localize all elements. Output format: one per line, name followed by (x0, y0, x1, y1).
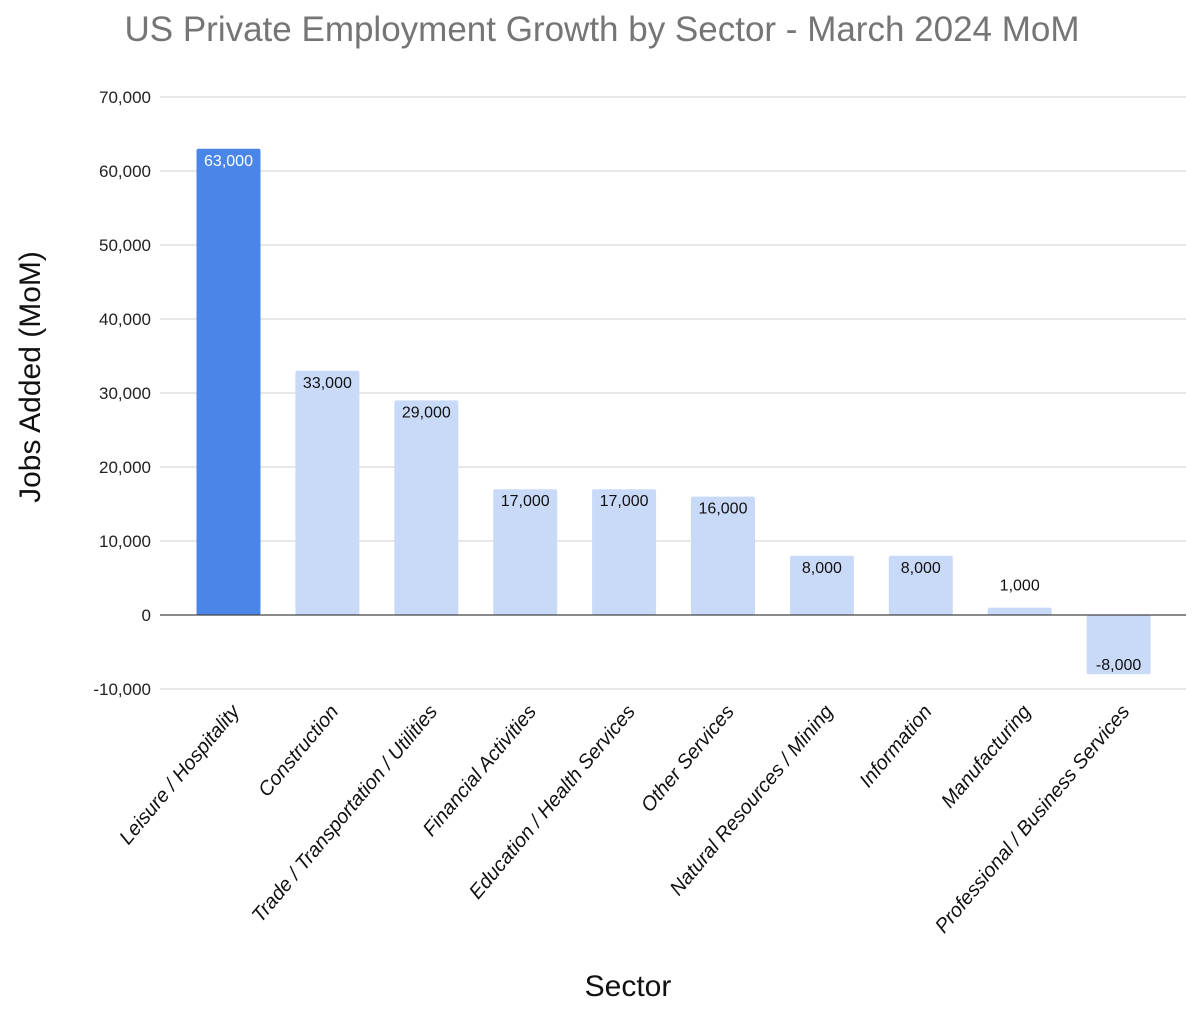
data-label: 16,000 (699, 501, 748, 518)
y-tick-label: 40,000 (99, 310, 151, 329)
data-labels: 63,000 33,000 29,000 17,000 17,000 16,000 8,00… (204, 153, 1141, 674)
bar (888, 555, 953, 615)
y-tick-label: 0 (142, 606, 151, 625)
data-label: 17,000 (600, 493, 649, 510)
bars (196, 148, 1151, 675)
data-label: 33,000 (303, 375, 352, 392)
x-category-label: Other Services (637, 701, 739, 816)
y-axis-title: Jobs Added (MoM) (14, 251, 47, 503)
y-tick-label: 30,000 (99, 384, 151, 403)
y-tick-label: 60,000 (99, 162, 151, 181)
data-label: 17,000 (501, 493, 550, 510)
x-category-label: Leisure / Hospitality (115, 700, 245, 849)
bar (394, 400, 459, 615)
y-tick-label: 70,000 (99, 88, 151, 107)
bar (592, 489, 657, 615)
y-tick-label: 20,000 (99, 458, 151, 477)
data-label: 63,000 (204, 153, 253, 170)
x-category-label: Construction (254, 701, 343, 801)
data-label: -8,000 (1096, 657, 1141, 674)
x-category-label: Education / Health Services (465, 701, 640, 903)
x-category-label: Manufacturing (937, 701, 1035, 812)
x-category-label: Professional / Business Services (931, 701, 1134, 937)
bar (987, 607, 1052, 615)
bar (789, 555, 854, 615)
bar (295, 370, 360, 615)
data-label: 29,000 (402, 404, 451, 421)
chart-title: US Private Employment Growth by Sector -… (124, 10, 1079, 49)
bar (196, 148, 261, 616)
bar (691, 496, 755, 615)
x-category-label: Trade / Transportation / Utilities (248, 701, 442, 927)
x-axis-title: Sector (585, 970, 672, 1003)
y-tick-label: -10,000 (93, 680, 151, 699)
x-category-label: Information (855, 701, 936, 792)
bar (1086, 615, 1151, 675)
y-tick-label: 10,000 (99, 532, 151, 551)
y-axis-ticks: -10,000 0 10,000 20,000 30,000 40,000 50,000 60… (93, 88, 151, 699)
data-label: 8,000 (802, 560, 842, 577)
bar (493, 489, 558, 615)
data-label: 8,000 (901, 560, 941, 577)
y-tick-label: 50,000 (99, 236, 151, 255)
x-category-label: Natural Resources / Mining (666, 701, 838, 900)
data-label: 1,000 (1000, 578, 1040, 595)
